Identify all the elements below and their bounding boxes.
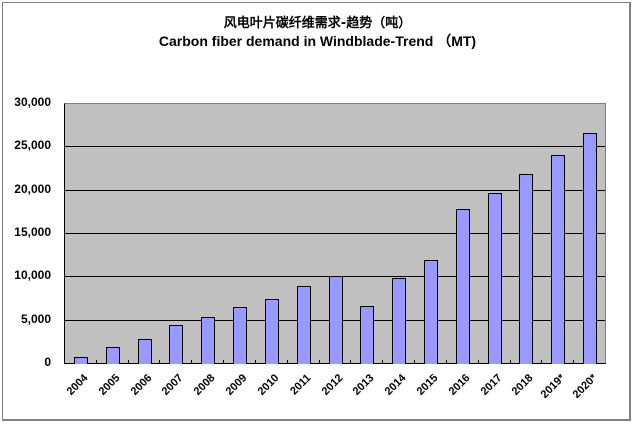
chart-title-cn: 风电叶片碳纤维需求-趋势（吨） bbox=[223, 16, 412, 31]
bar-2009 bbox=[233, 307, 248, 364]
gridline bbox=[65, 146, 605, 148]
bar-2017 bbox=[487, 192, 502, 364]
bar-2006 bbox=[137, 338, 152, 364]
x-tick-mark bbox=[541, 360, 543, 364]
x-tick-mark bbox=[191, 360, 193, 364]
y-tick-label: 0 bbox=[44, 355, 51, 369]
bar-2004 bbox=[73, 357, 88, 364]
x-tick-mark bbox=[95, 360, 97, 364]
bar-2008 bbox=[201, 317, 216, 364]
x-tick-mark bbox=[477, 360, 479, 364]
x-tick-mark bbox=[350, 360, 352, 364]
bar-2016 bbox=[455, 208, 470, 364]
x-tick-mark bbox=[509, 360, 511, 364]
bar-2012 bbox=[328, 276, 343, 364]
x-tick-mark bbox=[573, 360, 575, 364]
x-tick-mark bbox=[223, 360, 225, 364]
plot-area bbox=[64, 103, 606, 364]
x-tick-mark bbox=[64, 360, 65, 364]
x-tick-mark bbox=[286, 360, 288, 364]
bar-2020-est bbox=[583, 133, 598, 364]
y-tick-label: 5,000 bbox=[20, 311, 51, 326]
bar-2005 bbox=[105, 347, 120, 364]
x-tick-mark bbox=[382, 360, 384, 364]
bar-2007 bbox=[169, 325, 184, 364]
bar-2011 bbox=[296, 286, 311, 364]
x-tick-mark bbox=[318, 360, 320, 364]
bar-2010 bbox=[264, 299, 279, 364]
x-tick-mark bbox=[159, 360, 161, 364]
x-tick-mark bbox=[414, 360, 416, 364]
x-tick-mark bbox=[445, 360, 447, 364]
y-tick-label: 10,000 bbox=[14, 268, 51, 283]
bar-2019-est bbox=[551, 155, 566, 364]
bar-2015 bbox=[423, 259, 438, 364]
x-tick-mark bbox=[254, 360, 256, 364]
bar-2013 bbox=[360, 306, 375, 364]
chart-title-en: Carbon fiber demand in Windblade-Trend （… bbox=[158, 33, 477, 49]
y-tick-label: 15,000 bbox=[14, 225, 51, 239]
bar-2018 bbox=[519, 173, 534, 364]
gridline bbox=[65, 233, 605, 234]
x-tick-mark bbox=[127, 360, 129, 364]
y-tick-label: 20,000 bbox=[14, 181, 51, 196]
gridline bbox=[65, 189, 605, 191]
y-tick-label: 30,000 bbox=[14, 95, 51, 109]
y-tick-label: 25,000 bbox=[14, 138, 51, 153]
bar-2014 bbox=[392, 277, 407, 364]
